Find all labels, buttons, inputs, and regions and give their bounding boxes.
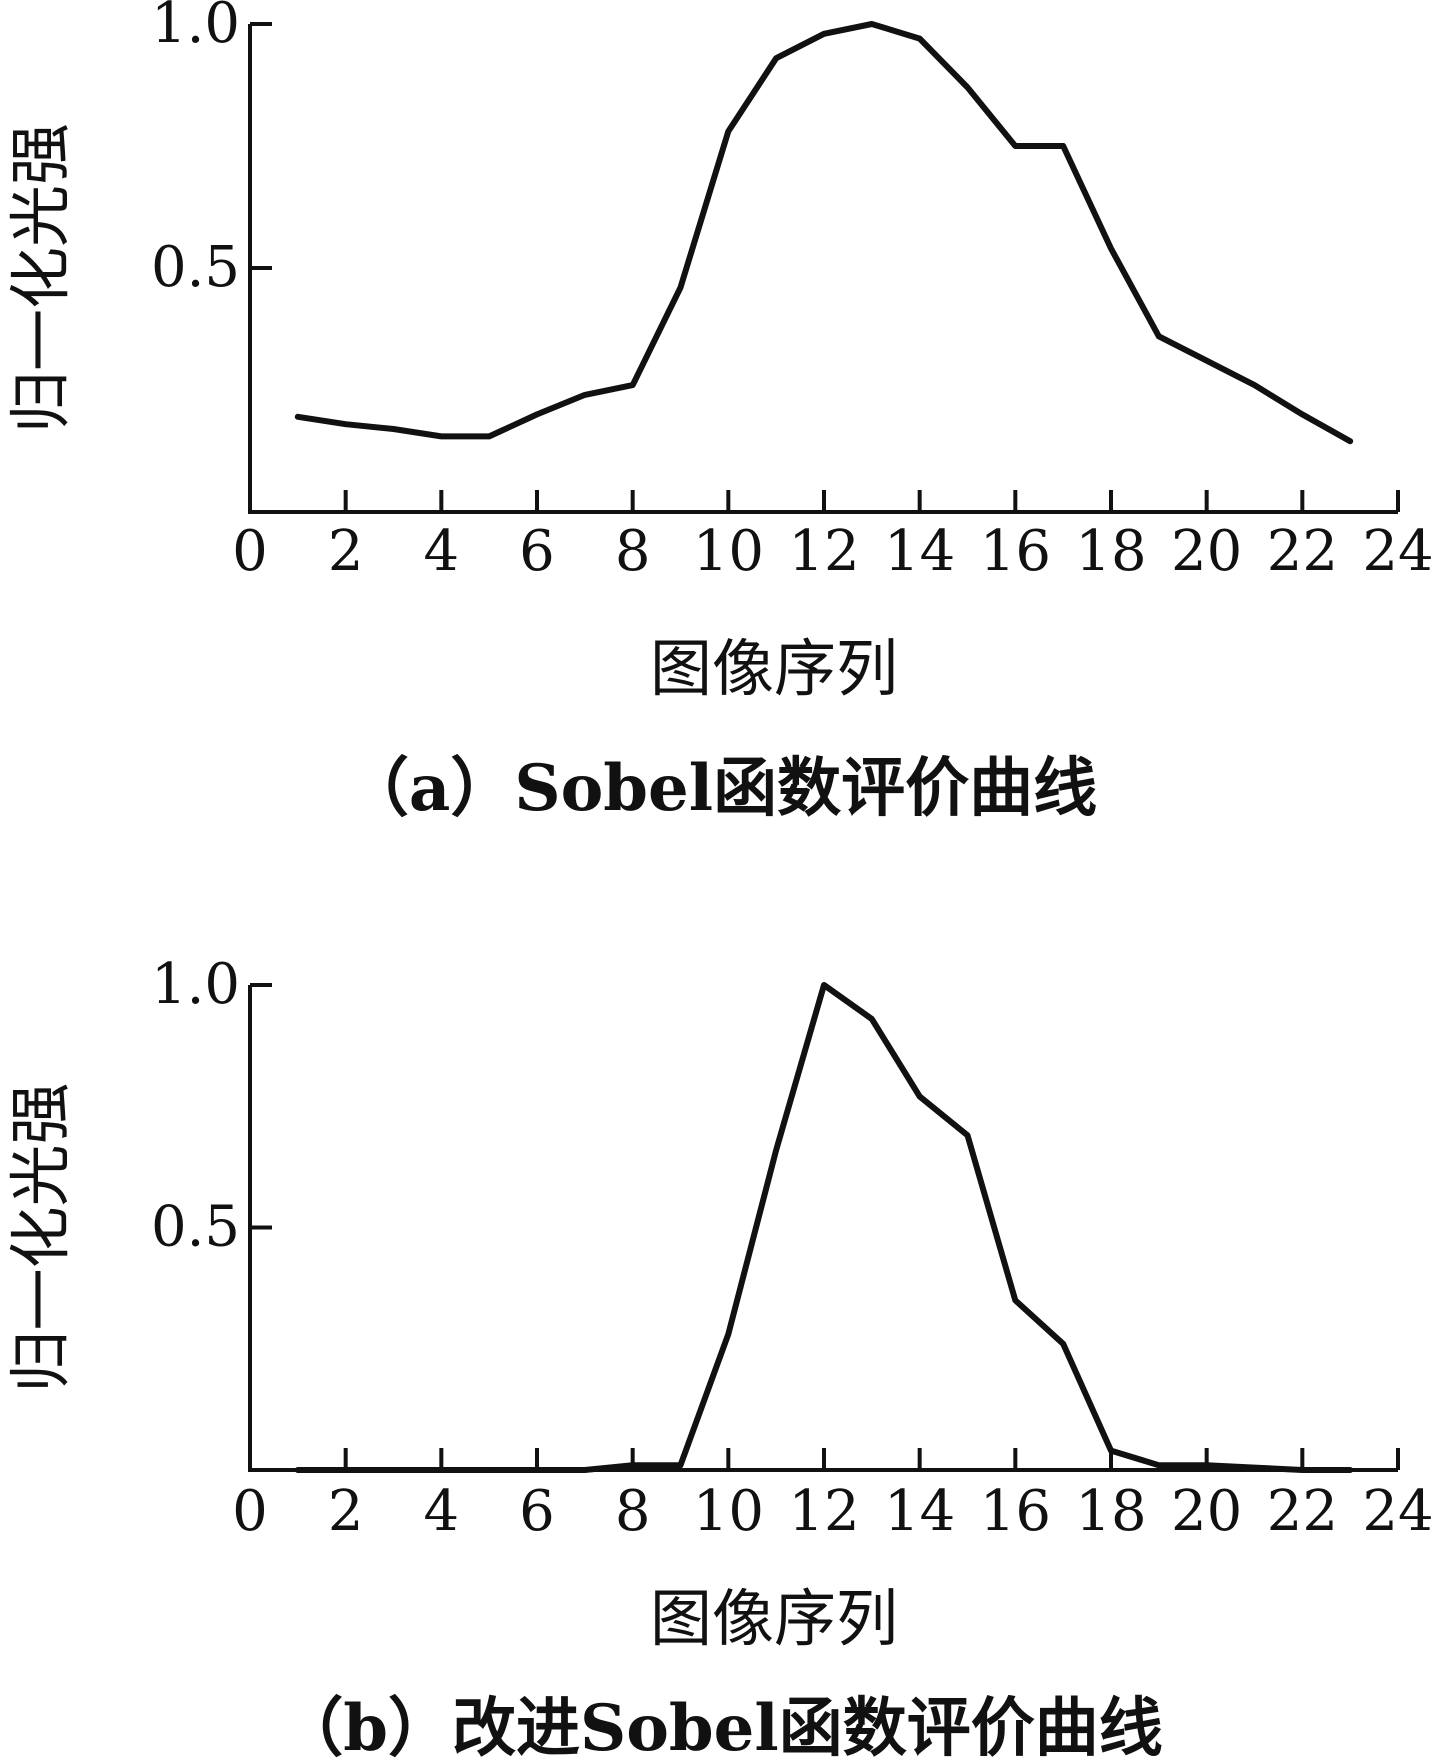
x-tick-label: 2 bbox=[328, 1479, 364, 1544]
y-tick-label: 1.0 bbox=[151, 952, 240, 1017]
y-axis-title: 归一化光强 bbox=[4, 123, 77, 433]
data-point bbox=[584, 1469, 586, 1471]
axis-line bbox=[248, 985, 1398, 1472]
data-point bbox=[967, 1134, 968, 1136]
data-point bbox=[1349, 440, 1351, 442]
data-point bbox=[727, 1333, 729, 1335]
data-point bbox=[393, 1469, 394, 1471]
data-point bbox=[536, 413, 538, 415]
data-point bbox=[680, 287, 681, 289]
data-point bbox=[919, 38, 921, 40]
panel-caption: （b）改进Sobel函数评价曲线 bbox=[279, 1691, 1162, 1763]
data-point bbox=[440, 435, 442, 437]
x-tick-label: 10 bbox=[693, 519, 764, 584]
data-point bbox=[823, 33, 825, 35]
data-point bbox=[488, 1469, 490, 1471]
x-axis-title: 图像序列 bbox=[650, 632, 898, 705]
axis-line bbox=[248, 24, 1398, 514]
x-tick-label: 6 bbox=[519, 519, 555, 584]
data-point bbox=[680, 1464, 681, 1466]
data-point bbox=[345, 423, 347, 425]
data-point bbox=[1206, 360, 1208, 362]
data-point bbox=[967, 86, 968, 88]
data-point bbox=[1254, 384, 1255, 386]
data-point bbox=[871, 1018, 873, 1020]
data-point bbox=[775, 57, 777, 59]
data-point bbox=[584, 394, 586, 396]
y-tick-label: 0.5 bbox=[151, 1195, 240, 1260]
y-axis-title: 归一化光强 bbox=[4, 1082, 77, 1392]
x-tick-label: 14 bbox=[884, 1479, 955, 1544]
x-tick-label: 12 bbox=[788, 519, 859, 584]
x-tick-label: 24 bbox=[1362, 1479, 1433, 1544]
panel-caption: （a）Sobel函数评价曲线 bbox=[345, 751, 1097, 826]
data-point bbox=[1158, 335, 1160, 337]
data-point bbox=[632, 384, 634, 386]
data-point bbox=[1062, 145, 1064, 147]
data-point bbox=[440, 1469, 442, 1471]
x-tick-label: 16 bbox=[980, 519, 1051, 584]
data-point bbox=[488, 435, 490, 437]
x-tick-label: 20 bbox=[1171, 519, 1242, 584]
data-point bbox=[1158, 1464, 1160, 1466]
x-axis-title: 图像序列 bbox=[650, 1582, 898, 1655]
x-tick-label: 14 bbox=[884, 519, 955, 584]
data-point bbox=[1349, 1469, 1351, 1471]
x-tick-label: 4 bbox=[424, 1479, 460, 1544]
x-tick-label: 20 bbox=[1171, 1479, 1242, 1544]
data-point bbox=[871, 23, 873, 25]
series-line bbox=[294, 982, 1354, 1473]
data-point bbox=[775, 1149, 777, 1151]
x-tick-label: 22 bbox=[1267, 1479, 1338, 1544]
x-tick-label: 2 bbox=[328, 519, 364, 584]
x-tick-label: 22 bbox=[1267, 519, 1338, 584]
chart-panel-a: 0 2 4 6 8 10 12 14 16 18 20 22 240.51.0图像序列归一化光强（a）S… bbox=[4, 0, 1434, 826]
data-point bbox=[297, 1469, 299, 1471]
data-point bbox=[1014, 1299, 1016, 1301]
data-point bbox=[1110, 1450, 1112, 1452]
data-point bbox=[393, 428, 394, 430]
x-tick-label: 6 bbox=[519, 1479, 555, 1544]
y-tick-label: 0.5 bbox=[151, 235, 240, 300]
data-point bbox=[823, 984, 825, 986]
data-point bbox=[919, 1096, 921, 1098]
x-tick-label: 18 bbox=[1075, 1479, 1146, 1544]
data-point bbox=[297, 416, 299, 418]
x-tick-label: 8 bbox=[615, 519, 651, 584]
x-tick-label: 8 bbox=[615, 1479, 651, 1544]
x-tick-label: 16 bbox=[980, 1479, 1051, 1544]
x-tick-label: 18 bbox=[1075, 519, 1146, 584]
data-point bbox=[1301, 1469, 1303, 1471]
data-point bbox=[1301, 413, 1303, 415]
data-point bbox=[1014, 145, 1016, 147]
data-point bbox=[345, 1469, 347, 1471]
data-point bbox=[632, 1464, 634, 1466]
x-tick-label: 0 bbox=[232, 1479, 268, 1544]
chart-panel-b: 0 2 4 6 8 10 12 14 16 18 20 22 240.51.0图像序列归一化光强（b）改… bbox=[4, 952, 1434, 1763]
x-tick-label: 10 bbox=[693, 1479, 764, 1544]
x-tick-label: 0 bbox=[232, 519, 268, 584]
data-point bbox=[727, 130, 729, 132]
data-point bbox=[1110, 247, 1112, 249]
data-point bbox=[1206, 1464, 1208, 1466]
series-line bbox=[294, 21, 1354, 445]
x-tick-label: 4 bbox=[424, 519, 460, 584]
x-tick-label: 12 bbox=[788, 1479, 859, 1544]
data-point bbox=[536, 1469, 538, 1471]
data-point bbox=[1254, 1467, 1255, 1469]
y-tick-label: 1.0 bbox=[151, 0, 240, 56]
x-tick-label: 24 bbox=[1362, 519, 1433, 584]
data-point bbox=[1062, 1343, 1064, 1345]
